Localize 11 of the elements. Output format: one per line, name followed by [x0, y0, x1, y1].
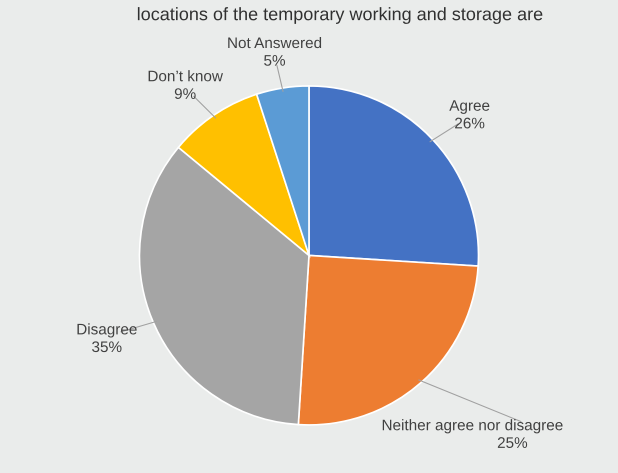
data-label: 35%	[92, 341, 122, 352]
data-label: 9%	[174, 88, 196, 100]
data-label: 5%	[264, 55, 286, 66]
slice-label: Don’t know	[148, 70, 223, 82]
data-label: 25%	[498, 437, 528, 448]
slice-label: Neither agree nor disagree	[382, 419, 563, 434]
slice-label: Agree	[449, 100, 490, 114]
slice-label: Disagree	[77, 323, 137, 338]
slice-label: Not Answered	[228, 36, 322, 48]
data-label: 26%	[455, 118, 484, 128]
chart-title: locations of the temporary working and storage are	[138, 7, 542, 24]
